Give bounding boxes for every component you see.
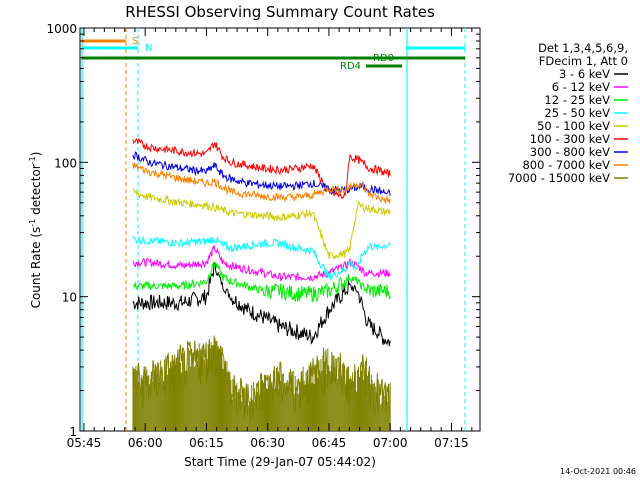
x-tick-label: 06:15 [189, 436, 224, 450]
legend-entry-label: 300 - 800 keV [530, 145, 610, 159]
legend: Det 1,3,4,5,6,9,FDecim 1, Att 03 - 6 keV… [508, 41, 628, 185]
legend-header: Det 1,3,4,5,6,9, [538, 41, 628, 55]
y-label-suffix: ) [29, 152, 43, 157]
series-line [132, 261, 391, 303]
flag-annotation: RD4 [340, 61, 361, 72]
series-line [132, 235, 391, 281]
x-tick-label: 07:15 [434, 436, 469, 450]
y-tick-label: 1 [69, 425, 77, 439]
y-tick-label: 100 [54, 156, 77, 170]
series-line [132, 245, 391, 282]
timestamp: 14-Oct-2021 00:46 [560, 467, 636, 476]
chart-title: RHESSI Observing Summary Count Rates [125, 3, 435, 21]
x-axis-label: Start Time (29-Jan-07 05:44:02) [184, 455, 376, 469]
flag-markers: SN RD0 RD4 [81, 28, 466, 431]
y-label-mid: detector [29, 164, 43, 219]
series-group [132, 138, 391, 431]
x-tick-label: 06:30 [250, 436, 285, 450]
legend-entry-label: 6 - 12 keV [552, 80, 610, 94]
legend-entry-label: 7000 - 15000 keV [508, 171, 610, 185]
x-tick-label: 07:00 [373, 436, 408, 450]
flag-annotation: S [132, 36, 138, 47]
series-line [132, 151, 391, 196]
x-tick-label: 06:45 [312, 436, 347, 450]
y-tick-label: 1000 [46, 22, 77, 36]
flag-annotation: N [145, 43, 152, 54]
y-label-sup2: -1 [28, 156, 37, 164]
legend-entry-label: 3 - 6 keV [559, 67, 610, 81]
legend-entry-label: 50 - 100 keV [537, 119, 610, 133]
y-tick-label: 10 [62, 291, 77, 305]
series-line [132, 261, 391, 347]
legend-entry-label: 12 - 25 keV [544, 93, 610, 107]
x-tick-label: 05:45 [67, 436, 102, 450]
y-axis-label: Count Rate (s-1 detector-1) [28, 152, 43, 309]
x-tick-label: 06:00 [128, 436, 163, 450]
legend-entry-label: 100 - 300 keV [530, 132, 610, 146]
y-label-prefix: Count Rate (s [29, 227, 43, 309]
legend-entry-label: 25 - 50 keV [544, 106, 610, 120]
flag-annotation: RD0 [373, 53, 394, 64]
y-label-sup: -1 [28, 219, 37, 227]
series-line [132, 138, 391, 200]
x-axis: 05:45 06:00 06:15 06:30 06:45 07:00 07:15 [67, 28, 473, 450]
series-line [132, 162, 391, 204]
legend-header: FDecim 1, Att 0 [539, 54, 628, 68]
legend-entry-label: 800 - 7000 keV [522, 158, 610, 172]
series-line [132, 187, 391, 260]
y-axis: 1 10 100 1000 [46, 22, 480, 439]
